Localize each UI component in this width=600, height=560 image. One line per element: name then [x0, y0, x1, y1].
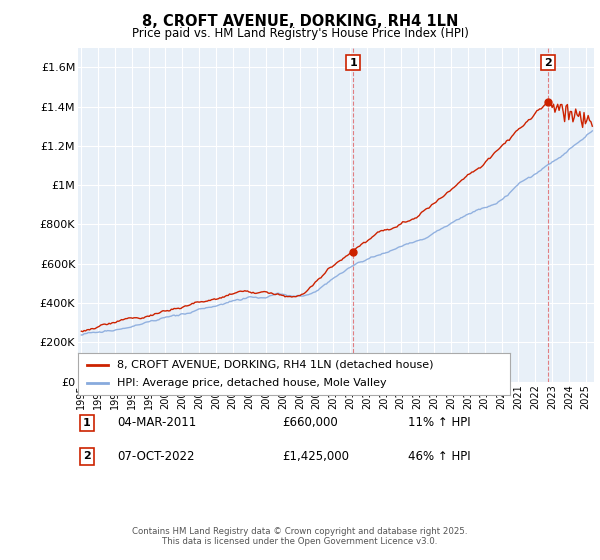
Text: Price paid vs. HM Land Registry's House Price Index (HPI): Price paid vs. HM Land Registry's House …: [131, 27, 469, 40]
Text: 8, CROFT AVENUE, DORKING, RH4 1LN (detached house): 8, CROFT AVENUE, DORKING, RH4 1LN (detac…: [117, 360, 433, 370]
Text: 2: 2: [83, 451, 91, 461]
Text: 07-OCT-2022: 07-OCT-2022: [117, 450, 194, 463]
Text: 1: 1: [83, 418, 91, 428]
Text: £1,425,000: £1,425,000: [282, 450, 349, 463]
Text: £660,000: £660,000: [282, 416, 338, 430]
Text: 46% ↑ HPI: 46% ↑ HPI: [408, 450, 470, 463]
Text: Contains HM Land Registry data © Crown copyright and database right 2025.
This d: Contains HM Land Registry data © Crown c…: [132, 526, 468, 546]
Text: 11% ↑ HPI: 11% ↑ HPI: [408, 416, 470, 430]
Text: 8, CROFT AVENUE, DORKING, RH4 1LN: 8, CROFT AVENUE, DORKING, RH4 1LN: [142, 14, 458, 29]
Text: 04-MAR-2011: 04-MAR-2011: [117, 416, 196, 430]
Text: 2: 2: [544, 58, 552, 68]
Text: 1: 1: [349, 58, 357, 68]
Text: HPI: Average price, detached house, Mole Valley: HPI: Average price, detached house, Mole…: [117, 378, 386, 388]
